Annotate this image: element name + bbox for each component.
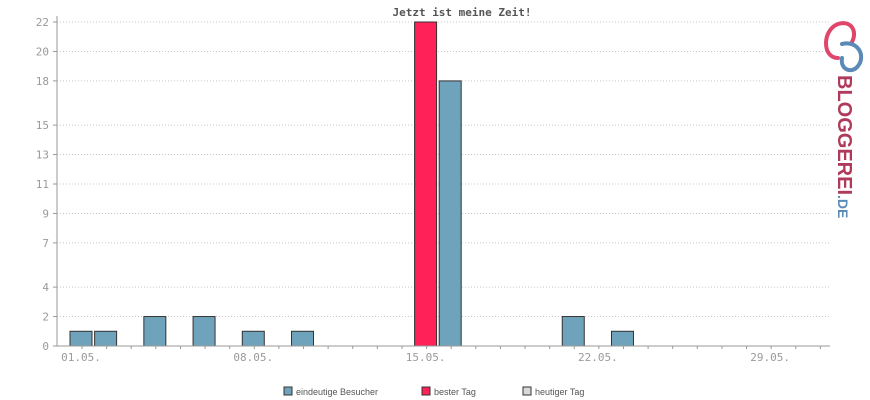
- legend: eindeutige Besucher bester Tag heutiger Ta…: [283, 386, 584, 397]
- logo-text: BLOGGEREI.DE: [833, 75, 855, 218]
- bars: [69, 21, 634, 347]
- y-tick-label: 15: [36, 119, 49, 132]
- y-tick-label: 9: [42, 207, 49, 220]
- chart-title: Jetzt ist meine Zeit!: [392, 6, 531, 19]
- y-tick-label: 4: [42, 281, 49, 294]
- bar: [561, 316, 585, 347]
- y-tick-label: 2: [42, 311, 49, 324]
- bar: [94, 330, 118, 347]
- bar: [414, 21, 438, 347]
- bar: [438, 80, 462, 347]
- legend-swatch: [421, 386, 431, 396]
- x-axis-tick-labels: 01.05. 08.05. 15.05. 22.05. 29.05.: [61, 346, 821, 364]
- bar: [291, 330, 315, 347]
- x-tick-label: 29.05.: [750, 351, 790, 364]
- bar: [241, 330, 265, 347]
- y-tick-label: 7: [42, 237, 49, 250]
- legend-swatch: [522, 386, 532, 396]
- bar: [192, 316, 216, 347]
- x-tick-label: 15.05.: [406, 351, 446, 364]
- x-tick-label: 01.05.: [61, 351, 101, 364]
- bar: [69, 330, 93, 347]
- legend-label: bester Tag: [434, 387, 476, 397]
- y-tick-label: 18: [36, 75, 49, 88]
- y-tick-label: 20: [36, 45, 49, 58]
- legend-swatch: [283, 386, 293, 396]
- y-axis-tick-labels: 0 2 4 7 9 11 13 15 18 20 22: [36, 16, 57, 353]
- x-tick-label: 22.05.: [578, 351, 618, 364]
- y-tick-label: 11: [36, 178, 49, 191]
- y-tick-label: 13: [36, 149, 49, 162]
- legend-label: heutiger Tag: [535, 387, 584, 397]
- y-tick-label: 22: [36, 16, 49, 29]
- x-tick-label: 08.05.: [233, 351, 273, 364]
- bloggerei-logo: BLOGGEREI.DE: [824, 21, 864, 218]
- legend-label: eindeutige Besucher: [296, 387, 378, 397]
- logo-mark-icon: [824, 21, 864, 73]
- bar: [610, 330, 634, 347]
- bar: [143, 316, 167, 347]
- y-tick-label: 0: [42, 340, 49, 353]
